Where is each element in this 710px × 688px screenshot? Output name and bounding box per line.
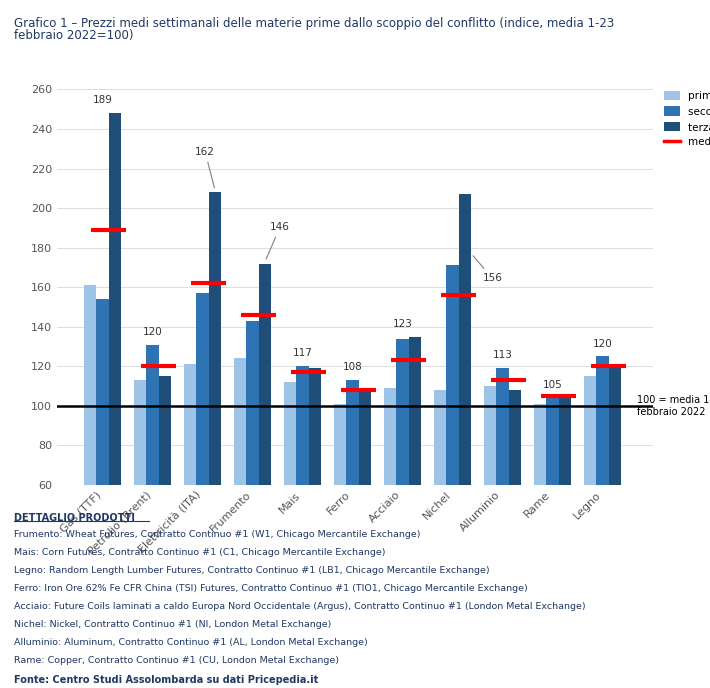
Bar xyxy=(209,193,222,604)
Text: Fonte: Centro Studi Assolombarda su dati Pricepedia.it: Fonte: Centro Studi Assolombarda su dati… xyxy=(14,676,319,685)
Bar xyxy=(109,114,121,604)
Bar xyxy=(296,366,309,604)
Bar xyxy=(534,404,546,604)
Text: 156: 156 xyxy=(473,256,503,283)
Text: 100 = media 1-23
febbraio 2022: 100 = media 1-23 febbraio 2022 xyxy=(638,395,710,417)
Bar xyxy=(383,388,396,604)
Text: DETTAGLIO PRODOTTI: DETTAGLIO PRODOTTI xyxy=(14,513,135,523)
Bar xyxy=(184,365,197,604)
Bar xyxy=(234,358,246,604)
Bar xyxy=(134,380,146,604)
Text: Frumento: Wheat Futures, Contratto Continuo #1 (W1, Chicago Mercantile Exchange): Frumento: Wheat Futures, Contratto Conti… xyxy=(14,530,421,539)
Text: 105: 105 xyxy=(542,380,562,390)
Text: Ferro: Iron Ore 62% Fe CFR China (TSI) Futures, Contratto Continuo #1 (TIO1, Chi: Ferro: Iron Ore 62% Fe CFR China (TSI) F… xyxy=(14,584,528,593)
Text: Legno: Random Length Lumber Futures, Contratto Continuo #1 (LB1, Chicago Mercant: Legno: Random Length Lumber Futures, Con… xyxy=(14,566,490,575)
Legend: prima settimana (24feb-2mar22), seconda settimana (3mar-9mar22), terza settimana: prima settimana (24feb-2mar22), seconda … xyxy=(660,87,710,151)
Text: Grafico 1 – Prezzi medi settimanali delle materie prime dallo scoppio del confli: Grafico 1 – Prezzi medi settimanali dell… xyxy=(14,17,614,30)
Text: 162: 162 xyxy=(195,147,215,188)
Bar xyxy=(359,388,371,604)
Bar xyxy=(334,404,346,604)
Bar xyxy=(546,398,559,604)
Bar xyxy=(309,368,321,604)
Text: Mais: Corn Futures, Contratto Continuo #1 (C1, Chicago Mercantile Exchange): Mais: Corn Futures, Contratto Continuo #… xyxy=(14,548,386,557)
Text: 108: 108 xyxy=(343,363,362,372)
Text: 189: 189 xyxy=(93,95,113,105)
Text: Acciaio: Future Coils laminati a caldo Europa Nord Occidentale (Argus), Contratt: Acciaio: Future Coils laminati a caldo E… xyxy=(14,602,586,611)
Bar xyxy=(496,368,508,604)
Bar xyxy=(446,266,459,604)
Text: Nichel: Nickel, Contratto Continuo #1 (NI, London Metal Exchange): Nichel: Nickel, Contratto Continuo #1 (N… xyxy=(14,620,332,629)
Text: 117: 117 xyxy=(293,348,312,358)
Text: Alluminio: Aluminum, Contratto Continuo #1 (AL, London Metal Exchange): Alluminio: Aluminum, Contratto Continuo … xyxy=(14,638,368,647)
Bar xyxy=(159,376,171,604)
Bar xyxy=(508,390,521,604)
Text: 146: 146 xyxy=(266,222,290,259)
Bar xyxy=(459,194,471,604)
Text: 120: 120 xyxy=(143,327,163,336)
Text: 113: 113 xyxy=(493,350,513,361)
Bar xyxy=(97,299,109,604)
Bar xyxy=(559,398,571,604)
Text: 120: 120 xyxy=(592,338,612,349)
Bar xyxy=(608,366,621,604)
Bar xyxy=(284,382,296,604)
Text: 123: 123 xyxy=(393,319,413,329)
Bar xyxy=(409,336,421,604)
Bar xyxy=(346,380,359,604)
Bar xyxy=(484,386,496,604)
Bar xyxy=(197,293,209,604)
Bar xyxy=(396,338,409,604)
Bar xyxy=(246,321,259,604)
Bar xyxy=(146,345,159,604)
Bar xyxy=(259,264,271,604)
Bar xyxy=(434,390,446,604)
Text: Rame: Copper, Contratto Continuo #1 (CU, London Metal Exchange): Rame: Copper, Contratto Continuo #1 (CU,… xyxy=(14,656,339,665)
Bar xyxy=(584,376,596,604)
Bar xyxy=(84,286,97,604)
Bar xyxy=(596,356,608,604)
Text: febbraio 2022=100): febbraio 2022=100) xyxy=(14,29,133,42)
